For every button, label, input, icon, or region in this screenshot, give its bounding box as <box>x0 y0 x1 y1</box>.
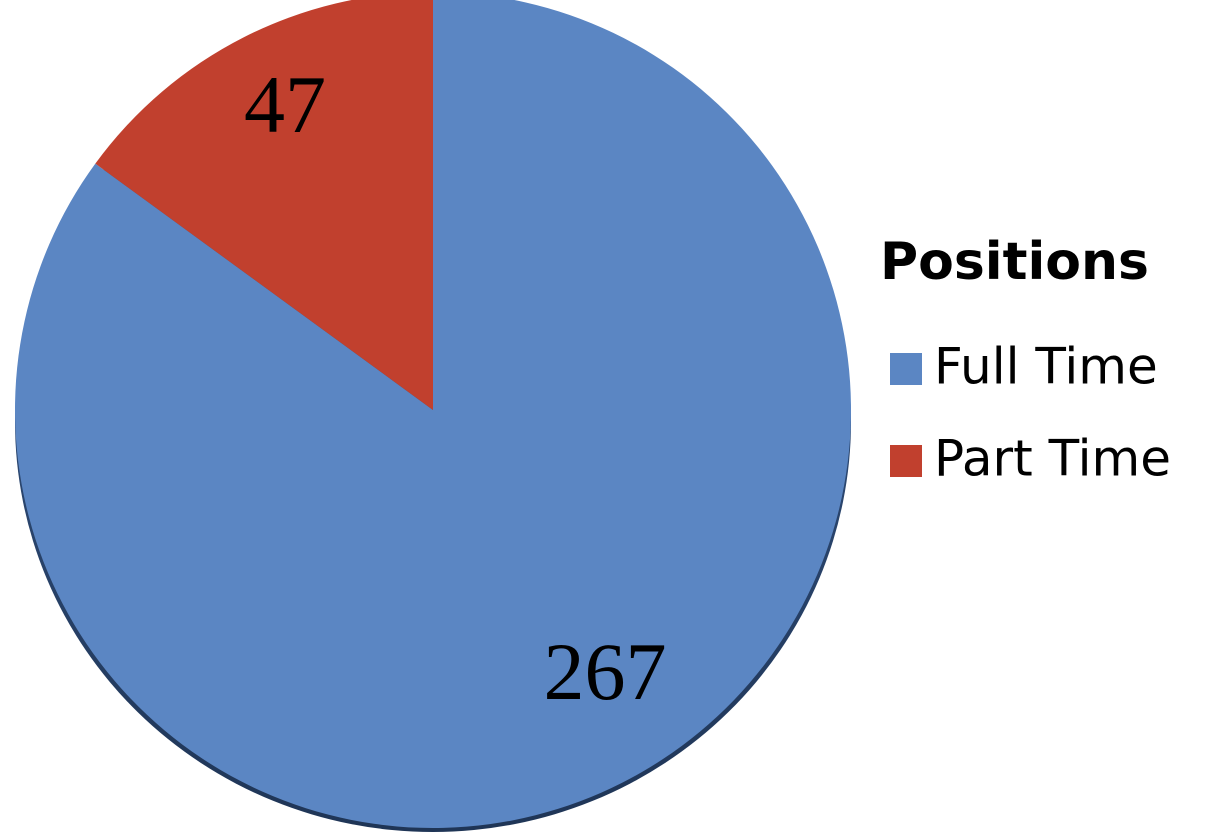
data-label: 267 <box>544 626 667 717</box>
legend-title: Positions <box>880 232 1149 292</box>
legend-label: Part Time <box>934 430 1171 488</box>
legend-swatch <box>890 445 922 477</box>
legend-swatch <box>890 353 922 385</box>
slices <box>15 0 851 828</box>
pie-slice <box>95 0 433 410</box>
data-label: 47 <box>244 59 326 150</box>
legend-label: Full Time <box>934 338 1158 396</box>
pie-slice <box>15 0 851 828</box>
